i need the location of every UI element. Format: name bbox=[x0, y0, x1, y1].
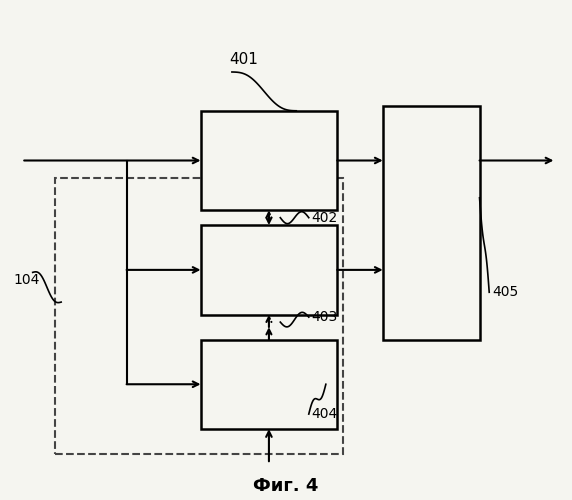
Bar bbox=[201, 111, 337, 210]
Bar bbox=[383, 106, 479, 340]
Text: Фиг. 4: Фиг. 4 bbox=[253, 477, 319, 495]
Bar bbox=[201, 225, 337, 314]
Text: 104: 104 bbox=[14, 273, 40, 287]
Bar bbox=[201, 340, 337, 429]
Text: 401: 401 bbox=[229, 52, 258, 67]
Text: 403: 403 bbox=[312, 310, 338, 324]
Text: 402: 402 bbox=[312, 210, 338, 224]
Bar bbox=[55, 178, 343, 454]
Text: 405: 405 bbox=[492, 286, 518, 300]
Text: 404: 404 bbox=[312, 407, 338, 421]
